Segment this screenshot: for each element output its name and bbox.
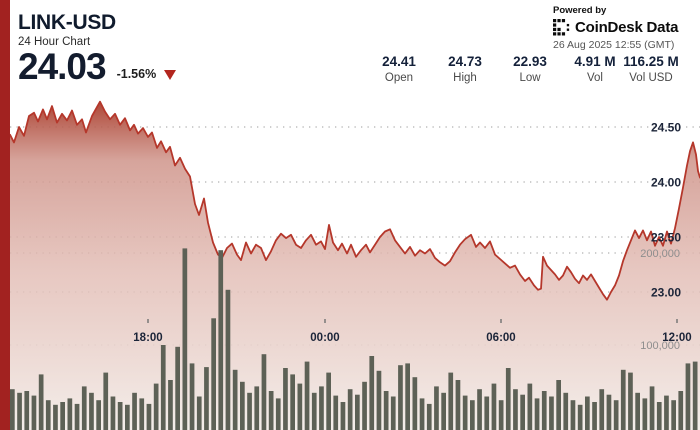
stat-open-value: 24.41 [382,54,416,69]
stat-low: 22.93 Low [513,54,547,84]
stat-volume-value: 4.91 M [574,54,616,69]
left-accent-bar [0,0,10,430]
stat-low-label: Low [519,72,541,84]
brand-block: Powered by CoinDesk Data 26 Aug 2025 12:… [553,5,678,51]
stat-volume-usd: 116.25 M Vol USD [623,54,679,84]
quote-timestamp: 26 Aug 2025 12:55 (GMT) [553,39,675,51]
svg-text:200,000: 200,000 [640,248,680,260]
stat-high-label: High [453,72,477,84]
svg-text:18:00: 18:00 [133,332,162,344]
stat-open-label: Open [384,72,414,84]
current-price: 24.03 [18,46,107,87]
svg-text:100,000: 100,000 [640,340,680,352]
svg-text:23.50: 23.50 [651,231,681,245]
stat-open: 24.41 Open [382,54,416,84]
stat-volume-usd-value: 116.25 M [623,54,679,69]
header: LINK-USD 24 Hour Chart [18,11,116,48]
stat-volume-usd-label: Vol USD [629,72,673,84]
stat-high: 24.73 High [448,54,482,84]
stat-volume-label: Vol [587,72,603,84]
stat-low-value: 22.93 [513,54,547,69]
chart-range-subtitle: 24 Hour Chart [18,36,91,49]
brand-name: CoinDesk Data [575,19,679,36]
symbol-title: LINK-USD [18,11,116,34]
price-down-triangle-icon [164,70,177,81]
current-price-row: 24.03 -1.56% [18,46,177,87]
svg-text:12:00: 12:00 [662,332,691,344]
coindesk-logo-icon [553,19,570,36]
price-change-percent: -1.56% [116,67,157,82]
svg-text:06:00: 06:00 [486,332,515,344]
stat-volume: 4.91 M Vol [574,54,615,84]
svg-text:00:00: 00:00 [310,332,339,344]
coindesk-data-link[interactable]: CoinDesk Data [553,19,678,36]
svg-text:23.00: 23.00 [651,286,681,300]
powered-by-label: Powered by [553,5,607,16]
stat-high-value: 24.73 [448,54,482,69]
svg-text:24.50: 24.50 [651,121,681,135]
svg-text:24.00: 24.00 [651,176,681,190]
